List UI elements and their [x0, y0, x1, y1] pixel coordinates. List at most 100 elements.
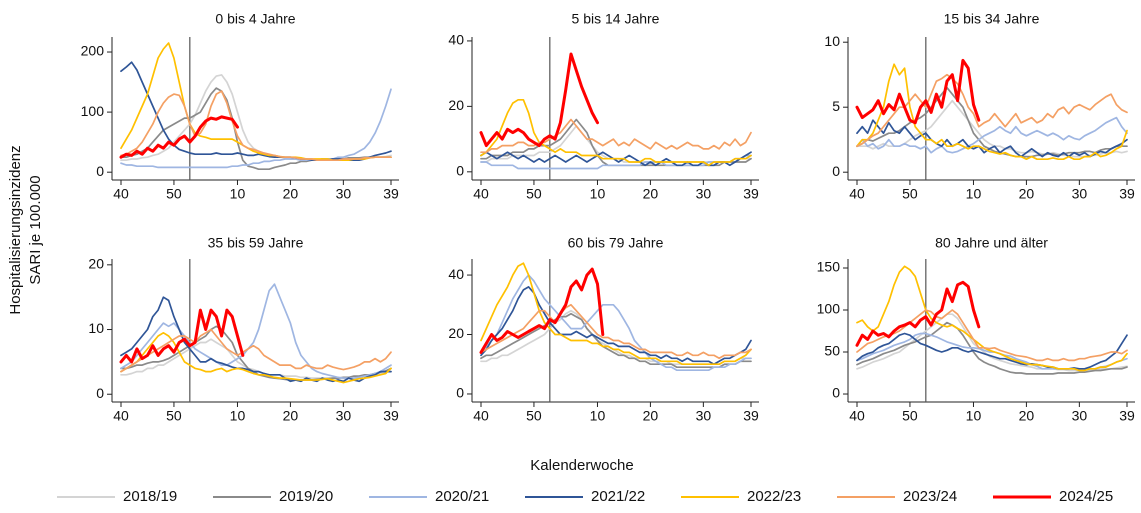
x-tick-label: 30 [696, 186, 712, 202]
series-line [480, 274, 752, 372]
y-axis-label: Hospitalisierungsinzidenz [7, 145, 24, 314]
y-tick-label: 40 [448, 266, 464, 282]
x-tick-label: 30 [1072, 408, 1088, 424]
panel-title: 35 bis 59 Jahre [208, 235, 304, 251]
x-tick-label: 40 [849, 408, 865, 424]
x-tick-label: 10 [230, 186, 246, 202]
x-tick-label: 10 [230, 408, 246, 424]
x-tick-label: 39 [383, 186, 399, 202]
series-line [119, 308, 245, 364]
x-tick-label: 50 [902, 408, 918, 424]
y-tick-label: 0 [96, 385, 104, 401]
y-tick-label: 100 [817, 301, 841, 317]
series-line [856, 265, 1128, 372]
x-tick-label: 30 [696, 408, 712, 424]
legend-label: 2021/22 [591, 488, 645, 505]
x-tick-label: 50 [166, 186, 182, 202]
series-line [856, 116, 1128, 154]
x-tick-label: 50 [902, 186, 918, 202]
series-line [480, 286, 752, 366]
panel-title: 80 Jahre und älter [935, 235, 1048, 251]
series-line [119, 115, 239, 159]
series-line [120, 87, 392, 171]
y-tick-label: 40 [448, 32, 464, 48]
series-line [479, 52, 599, 148]
x-tick-label: 39 [1119, 408, 1135, 424]
x-tick-label: 20 [1019, 186, 1035, 202]
series-line [480, 309, 752, 366]
y-tick-label: 200 [81, 43, 105, 59]
y-tick-label: 20 [448, 97, 464, 113]
series-line [480, 312, 752, 369]
x-tick-label: 40 [113, 408, 129, 424]
x-tick-label: 30 [1072, 186, 1088, 202]
x-tick-label: 50 [166, 408, 182, 424]
series-line [480, 118, 752, 154]
series-line [480, 303, 752, 360]
x-tick-label: 50 [526, 408, 542, 424]
legend-label: 2019/20 [279, 488, 333, 505]
series-line [480, 262, 752, 366]
x-tick-label: 20 [643, 186, 659, 202]
x-tick-label: 30 [336, 186, 352, 202]
x-tick-label: 40 [473, 186, 489, 202]
series-line [856, 313, 1128, 372]
x-tick-label: 50 [526, 186, 542, 202]
y-tick-label: 0 [832, 385, 840, 401]
x-tick-label: 20 [1019, 408, 1035, 424]
y-tick-label: 50 [824, 343, 840, 359]
y-tick-label: 150 [817, 259, 841, 275]
y-tick-label: 0 [456, 163, 464, 179]
y-tick-label: 0 [96, 163, 104, 179]
x-tick-label: 39 [743, 186, 759, 202]
y-tick-label: 100 [81, 103, 105, 119]
panel-title: 60 bis 79 Jahre [568, 235, 664, 251]
series-line [479, 267, 605, 354]
y-tick-label: 10 [824, 33, 840, 49]
x-axis-label: Kalenderwoche [530, 457, 633, 474]
series-line [856, 119, 1128, 158]
series-line [120, 283, 392, 379]
panel-title: 5 bis 14 Jahre [572, 11, 660, 27]
x-tick-label: 10 [966, 408, 982, 424]
x-tick-label: 10 [590, 186, 606, 202]
x-tick-label: 39 [743, 408, 759, 424]
series-line [856, 309, 1128, 362]
series-line [856, 321, 1128, 375]
legend-label: 2023/24 [903, 488, 957, 505]
panel-title: 0 bis 4 Jahre [215, 11, 295, 27]
series-line [856, 332, 1128, 370]
x-tick-label: 40 [113, 186, 129, 202]
y-tick-label: 10 [88, 320, 104, 336]
series-line [856, 73, 1128, 148]
series-line [120, 328, 392, 373]
x-tick-label: 20 [283, 186, 299, 202]
series-line [120, 42, 392, 162]
series-line [120, 296, 392, 383]
series-line [855, 58, 981, 125]
x-tick-label: 10 [966, 186, 982, 202]
y-tick-label: 20 [88, 256, 104, 272]
panel-title: 15 bis 34 Jahre [944, 11, 1040, 27]
series-line [856, 63, 1128, 161]
series-line [480, 98, 752, 167]
series-line [120, 88, 392, 169]
series-line [120, 90, 392, 162]
x-tick-label: 30 [336, 408, 352, 424]
x-tick-label: 40 [473, 408, 489, 424]
x-tick-label: 39 [1119, 186, 1135, 202]
x-tick-label: 10 [590, 408, 606, 424]
legend-label: 2024/25 [1059, 488, 1113, 505]
series-line [855, 280, 981, 347]
y-axis-label: SARI je 100.000 [27, 175, 44, 284]
x-tick-label: 20 [283, 408, 299, 424]
x-tick-label: 40 [849, 186, 865, 202]
y-tick-label: 0 [456, 385, 464, 401]
y-tick-label: 5 [832, 98, 840, 114]
legend-label: 2020/21 [435, 488, 489, 505]
y-tick-label: 20 [448, 325, 464, 341]
y-tick-label: 0 [832, 163, 840, 179]
legend-label: 2018/19 [123, 488, 177, 505]
